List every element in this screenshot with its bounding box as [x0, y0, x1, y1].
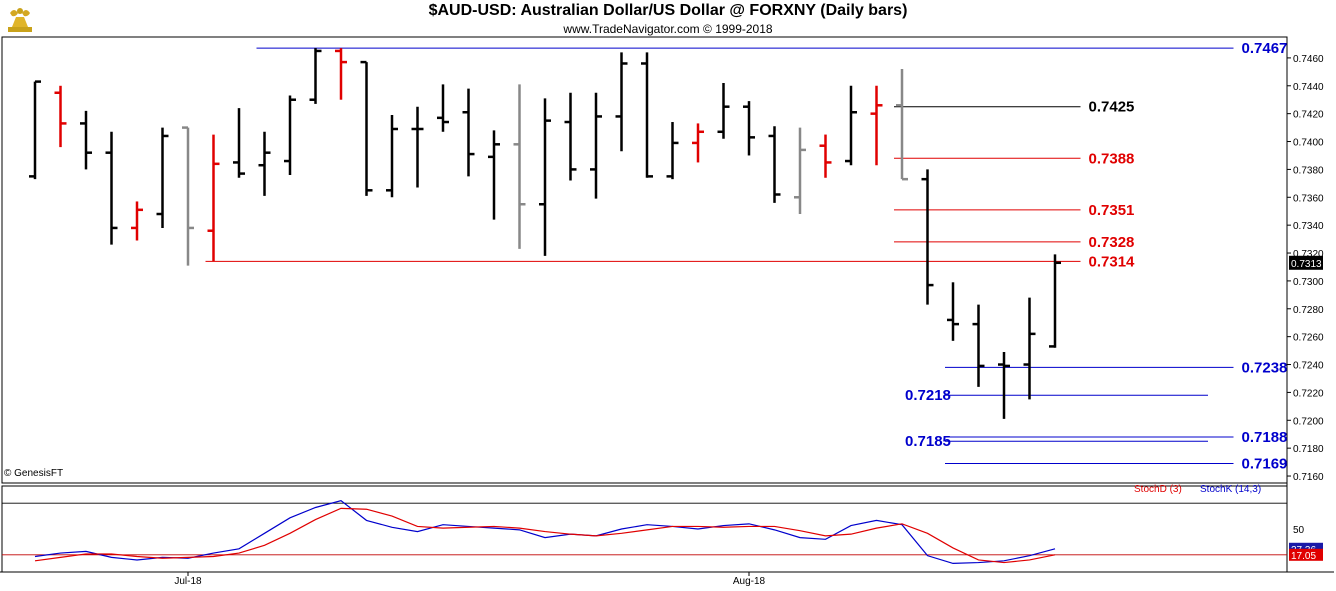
level-label: 0.7388	[1089, 150, 1135, 167]
level-label: 0.7238	[1242, 359, 1288, 376]
level-label: 0.7351	[1089, 202, 1135, 219]
copyright-label: © GenesisFT	[4, 468, 64, 479]
y-tick-label: 0.7360	[1293, 193, 1324, 204]
level-label: 0.7218	[905, 387, 951, 404]
stoch-legend-d: StochD (3)	[1134, 484, 1182, 495]
y-tick-label: 0.7180	[1293, 444, 1324, 455]
stoch-legend-k: StochK (14,3)	[1200, 484, 1261, 495]
level-label: 0.7314	[1089, 253, 1136, 270]
chart-title: $AUD-USD: Australian Dollar/US Dollar @ …	[428, 2, 908, 19]
stoch-panel-frame	[1, 485, 1288, 573]
y-tick-label: 0.7220	[1293, 388, 1324, 399]
y-tick-label: 0.7400	[1293, 138, 1324, 149]
level-label: 0.7467	[1242, 40, 1288, 57]
y-tick-label: 0.7320	[1293, 249, 1324, 260]
stoch-d-value-badge	[1289, 548, 1323, 561]
bull-and-bear-trophy-icon	[4, 3, 36, 35]
level-label: 0.7188	[1242, 429, 1288, 446]
level-label: 0.7328	[1089, 234, 1135, 251]
chart-subtitle: www.TradeNavigator.com © 1999-2018	[563, 22, 773, 36]
y-tick-label: 0.7300	[1293, 277, 1324, 288]
stoch-series-line	[34, 499, 1056, 565]
y-tick-label: 0.7460	[1293, 54, 1324, 65]
y-tick-label: 0.7340	[1293, 221, 1324, 232]
last-price-badge	[1289, 255, 1323, 270]
y-tick-label: 0.7280	[1293, 305, 1324, 316]
stoch-y-tick-label: 50	[1293, 525, 1305, 536]
level-label: 0.7425	[1089, 99, 1135, 116]
level-label: 0.7185	[905, 433, 951, 450]
y-tick-label: 0.7260	[1293, 333, 1324, 344]
last-price-label: 0.7313	[1291, 259, 1322, 270]
stoch-d-value-label: 17.05	[1291, 551, 1316, 562]
y-tick-label: 0.7440	[1293, 82, 1324, 93]
y-tick-label: 0.7200	[1293, 416, 1324, 427]
level-label: 0.7169	[1242, 455, 1288, 472]
y-tick-label: 0.7380	[1293, 165, 1324, 176]
x-tick-label: Aug-18	[733, 576, 766, 587]
y-tick-label: 0.7240	[1293, 361, 1324, 372]
stoch-series-line	[34, 507, 1056, 564]
y-tick-label: 0.7420	[1293, 110, 1324, 121]
y-tick-label: 0.7160	[1293, 472, 1324, 483]
x-tick-label: Jul-18	[174, 576, 202, 587]
